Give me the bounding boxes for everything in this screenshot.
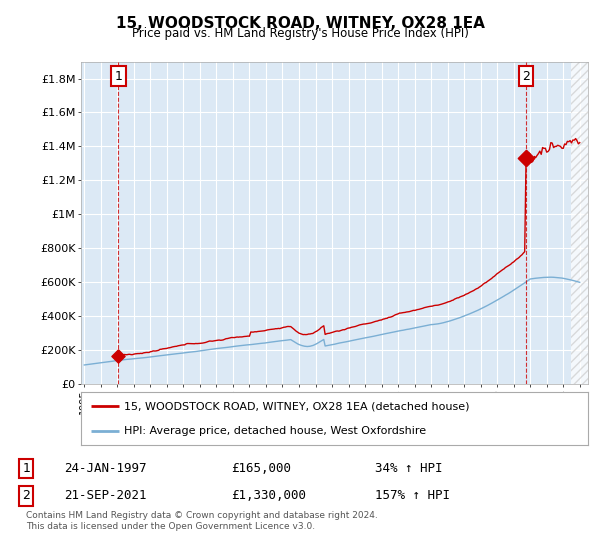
Text: 1: 1: [115, 69, 122, 82]
Text: 15, WOODSTOCK ROAD, WITNEY, OX28 1EA: 15, WOODSTOCK ROAD, WITNEY, OX28 1EA: [116, 16, 484, 31]
Text: Price paid vs. HM Land Registry's House Price Index (HPI): Price paid vs. HM Land Registry's House …: [131, 27, 469, 40]
Text: 34% ↑ HPI: 34% ↑ HPI: [375, 461, 442, 475]
Text: HPI: Average price, detached house, West Oxfordshire: HPI: Average price, detached house, West…: [124, 426, 426, 436]
Text: 15, WOODSTOCK ROAD, WITNEY, OX28 1EA (detached house): 15, WOODSTOCK ROAD, WITNEY, OX28 1EA (de…: [124, 402, 470, 412]
Text: 1: 1: [22, 461, 31, 475]
Point: [113, 351, 123, 360]
Text: Contains HM Land Registry data © Crown copyright and database right 2024.
This d: Contains HM Land Registry data © Crown c…: [26, 511, 378, 531]
Text: 2: 2: [22, 489, 31, 502]
Text: 21-SEP-2021: 21-SEP-2021: [64, 489, 146, 502]
Text: £165,000: £165,000: [231, 461, 291, 475]
Text: 2: 2: [521, 69, 530, 82]
Text: £1,330,000: £1,330,000: [231, 489, 306, 502]
Point: [521, 154, 530, 163]
Text: 157% ↑ HPI: 157% ↑ HPI: [375, 489, 450, 502]
Text: 24-JAN-1997: 24-JAN-1997: [64, 461, 146, 475]
